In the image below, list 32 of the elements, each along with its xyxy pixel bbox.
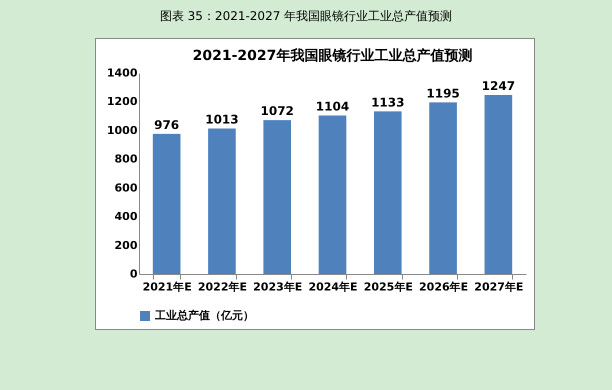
y-tick-label: 1200 [106,95,138,108]
text: 图表 35：2021-2027 年我国眼镜行业工业总产值预测 [158,8,454,25]
x-tick-label: 2026年E [419,280,468,294]
chart-title: 2021-2027年我国眼镜行业工业总产值预测 [192,47,472,64]
data-label: 1072 [260,104,294,118]
x-tick-label: 2027年E [474,280,524,294]
legend-label: 工业总产值（亿元） [154,309,254,322]
data-label: 1013 [205,112,239,127]
bar [152,134,180,274]
bar [429,102,457,274]
bar [374,111,402,274]
data-label: 1195 [426,86,460,100]
y-tick-label: 400 [114,210,138,224]
data-label: 1133 [371,95,404,110]
bar [484,94,512,274]
x-tick-label: 2022年E [198,280,247,294]
data-label: 1104 [316,99,350,114]
y-tick-label: 800 [114,152,138,166]
data-label: 1247 [482,78,516,93]
data-label: 976 [154,118,180,132]
x-tick-label: 2021年E [142,280,192,294]
y-tick-label: 1400 [106,66,138,80]
bar [208,128,236,274]
y-tick-label: 1000 [106,124,138,137]
x-tick-label: 2024年E [308,280,358,294]
bar [263,120,292,274]
bar [318,115,346,274]
x-tick-label: 2025年E [364,280,413,294]
y-tick-label: 600 [114,181,138,194]
x-tick-label: 2023年E [253,280,302,294]
y-tick-label: 0 [130,268,138,280]
y-tick-label: 200 [114,238,138,252]
